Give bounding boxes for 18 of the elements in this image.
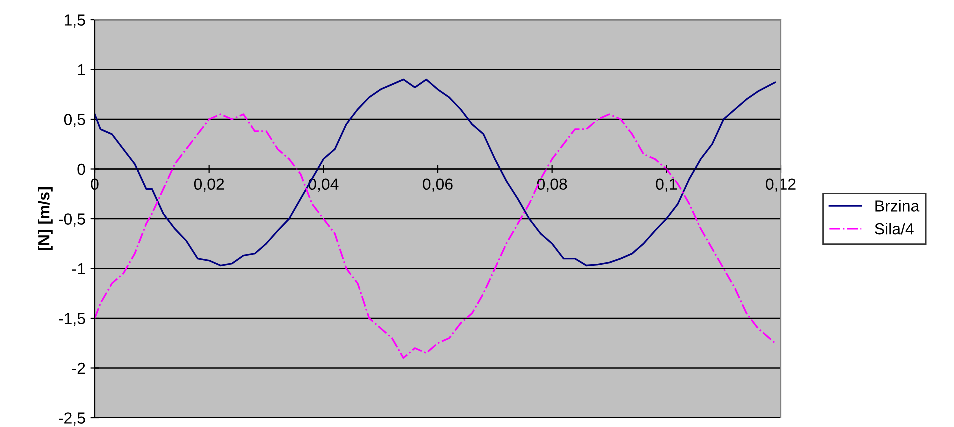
x-tick-label: 0,04	[308, 178, 339, 192]
y-tick-label: 1,5	[64, 14, 86, 28]
y-tick-label: 0,5	[64, 114, 86, 128]
y-tick-label: -2,5	[59, 412, 86, 426]
legend-label: Brzina	[876, 200, 920, 212]
x-tick-label: 0,12	[766, 178, 796, 192]
x-tick-label: 0,06	[423, 178, 453, 192]
y-tick-label: -1	[72, 264, 86, 275]
x-tick-label: 0,1	[656, 178, 677, 192]
x-tick-label: 0,08	[537, 178, 568, 192]
legend-label: Sila/4	[875, 222, 914, 235]
y-tick-label: -2	[72, 362, 86, 374]
y-axis-title: [N] [m/s]	[38, 188, 53, 250]
y-tick-label: -0,5	[59, 214, 86, 227]
x-tick-label: 0,02	[194, 178, 224, 192]
y-tick-label: 1	[78, 64, 86, 76]
y-tick-label: 0	[78, 164, 86, 176]
y-tick-label: -1,5	[59, 313, 86, 326]
